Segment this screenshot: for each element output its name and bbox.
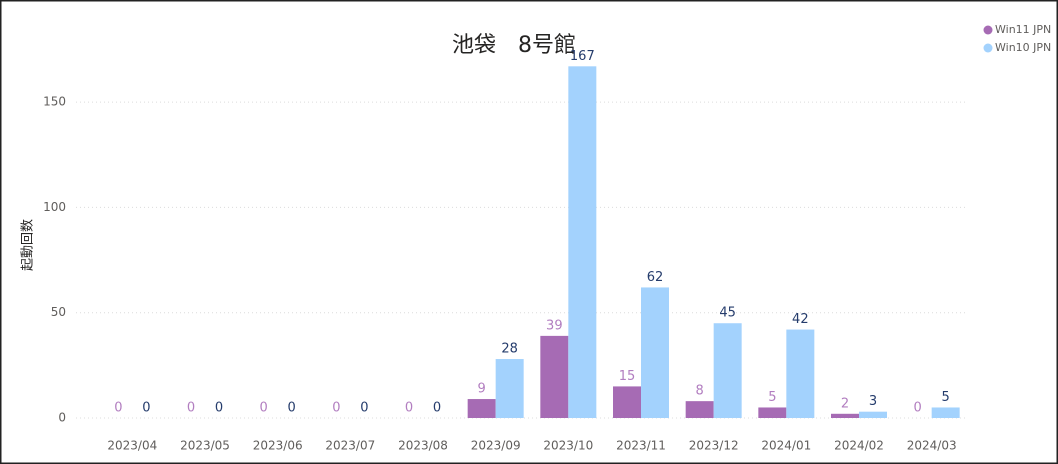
value-label: 42 xyxy=(792,312,809,327)
bar xyxy=(786,329,815,418)
y-axis-label: 起動回数 xyxy=(21,219,36,271)
x-tick-label: 2024/02 xyxy=(834,439,884,453)
x-tick-label: 2023/09 xyxy=(471,439,521,453)
y-tick-label: 0 xyxy=(58,411,66,425)
bar xyxy=(495,359,524,418)
value-label: 39 xyxy=(546,318,563,333)
value-label: 0 xyxy=(914,401,922,416)
value-label: 0 xyxy=(288,401,296,416)
value-label: 167 xyxy=(570,49,595,64)
legend-marker xyxy=(983,43,993,53)
bar xyxy=(641,287,669,418)
value-label: 0 xyxy=(260,401,268,416)
value-label: 0 xyxy=(433,401,441,416)
bar xyxy=(540,335,569,418)
x-tick-label: 2023/06 xyxy=(253,439,303,453)
x-tick-label: 2023/07 xyxy=(325,439,375,453)
x-tick-label: 2023/11 xyxy=(616,439,666,453)
value-label: 0 xyxy=(114,401,122,416)
value-label: 2 xyxy=(841,396,849,411)
y-tick-label: 150 xyxy=(43,95,66,109)
value-label: 45 xyxy=(719,306,736,321)
y-tick-label: 100 xyxy=(43,200,66,214)
bar xyxy=(613,386,641,418)
bar xyxy=(758,407,787,418)
value-label: 0 xyxy=(215,401,223,416)
value-label: 0 xyxy=(360,401,368,416)
x-tick-label: 2023/08 xyxy=(398,439,448,453)
value-label: 0 xyxy=(332,401,340,416)
x-tick-label: 2023/05 xyxy=(180,439,230,453)
bar xyxy=(685,401,714,418)
chart-title: 池袋 8号館 xyxy=(452,33,576,58)
value-label: 0 xyxy=(142,401,150,416)
bar xyxy=(467,399,496,418)
x-tick-label: 2023/12 xyxy=(689,439,739,453)
value-label: 9 xyxy=(478,382,486,397)
x-tick-label: 2024/01 xyxy=(761,439,811,453)
x-tick-label: 2024/03 xyxy=(907,439,957,453)
bar xyxy=(568,66,597,418)
y-tick-label: 50 xyxy=(51,305,66,319)
value-label: 3 xyxy=(869,394,877,409)
value-label: 8 xyxy=(696,384,704,399)
value-label: 62 xyxy=(647,270,664,285)
bar xyxy=(859,411,887,418)
legend-label: Win10 JPN xyxy=(995,41,1051,54)
value-label: 28 xyxy=(501,342,518,357)
x-tick-label: 2023/04 xyxy=(107,439,157,453)
bar xyxy=(931,407,960,418)
value-label: 15 xyxy=(619,369,636,384)
value-label: 0 xyxy=(405,401,413,416)
bar xyxy=(831,413,859,418)
value-label: 5 xyxy=(942,390,950,405)
value-label: 5 xyxy=(768,390,776,405)
legend-label: Win11 JPN xyxy=(995,23,1051,36)
bar xyxy=(713,323,742,418)
x-tick-label: 2023/10 xyxy=(543,439,593,453)
legend-marker xyxy=(983,25,993,35)
value-label: 0 xyxy=(187,401,195,416)
